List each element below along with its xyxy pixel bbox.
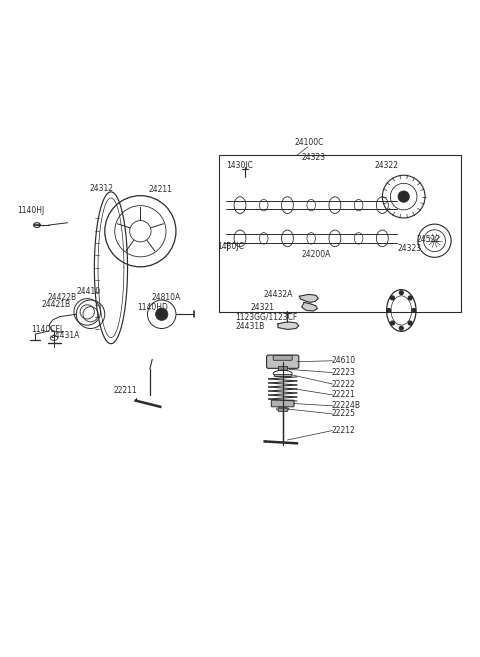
Polygon shape	[300, 294, 318, 302]
Text: 24323: 24323	[301, 153, 326, 162]
Text: 24100C: 24100C	[295, 138, 324, 147]
Text: 24410: 24410	[76, 287, 100, 296]
Circle shape	[391, 321, 395, 325]
Bar	[274, 374, 291, 376]
Circle shape	[387, 309, 391, 312]
Circle shape	[408, 296, 412, 300]
Text: 22211: 22211	[113, 386, 137, 395]
Text: 24200A: 24200A	[301, 250, 331, 260]
FancyBboxPatch shape	[273, 355, 292, 360]
Text: 24522: 24522	[417, 235, 441, 244]
Bar	[219, 155, 461, 312]
Text: 24431A: 24431A	[50, 331, 80, 340]
Text: 1430JC: 1430JC	[226, 161, 252, 170]
Text: 22223: 22223	[332, 368, 356, 377]
Text: 24323: 24323	[397, 244, 421, 254]
Circle shape	[156, 308, 168, 321]
Text: 22225: 22225	[332, 409, 356, 419]
Text: 22224B: 22224B	[332, 401, 360, 411]
Text: 1140HJ: 1140HJ	[17, 206, 44, 215]
Text: 24312: 24312	[90, 184, 114, 193]
Bar	[278, 408, 288, 411]
Circle shape	[412, 309, 416, 312]
Text: 24422B: 24422B	[48, 293, 77, 302]
FancyBboxPatch shape	[266, 355, 299, 369]
Text: 24432A: 24432A	[264, 290, 293, 299]
Text: 1123GG/1123CF: 1123GG/1123CF	[235, 312, 298, 321]
Polygon shape	[278, 322, 299, 329]
Text: 24322: 24322	[374, 161, 398, 170]
Circle shape	[399, 291, 403, 294]
Text: 22222: 22222	[332, 380, 355, 388]
Circle shape	[408, 321, 412, 325]
FancyBboxPatch shape	[271, 400, 294, 407]
Circle shape	[398, 191, 409, 202]
Text: 22221: 22221	[332, 390, 355, 399]
Text: 1140HD: 1140HD	[137, 303, 168, 311]
Polygon shape	[301, 302, 317, 311]
Text: 22212: 22212	[332, 426, 355, 435]
Circle shape	[399, 327, 403, 330]
Circle shape	[391, 296, 395, 300]
Text: 24810A: 24810A	[151, 293, 180, 302]
Bar	[278, 366, 288, 370]
Text: 1430JC: 1430JC	[217, 242, 244, 252]
Text: 1140CFL: 1140CFL	[31, 325, 64, 334]
Text: 24431B: 24431B	[235, 322, 264, 330]
Text: 24421B: 24421B	[42, 300, 71, 309]
Text: 24321: 24321	[251, 303, 275, 311]
Text: 24211: 24211	[149, 185, 173, 194]
Text: 24610: 24610	[332, 356, 356, 365]
